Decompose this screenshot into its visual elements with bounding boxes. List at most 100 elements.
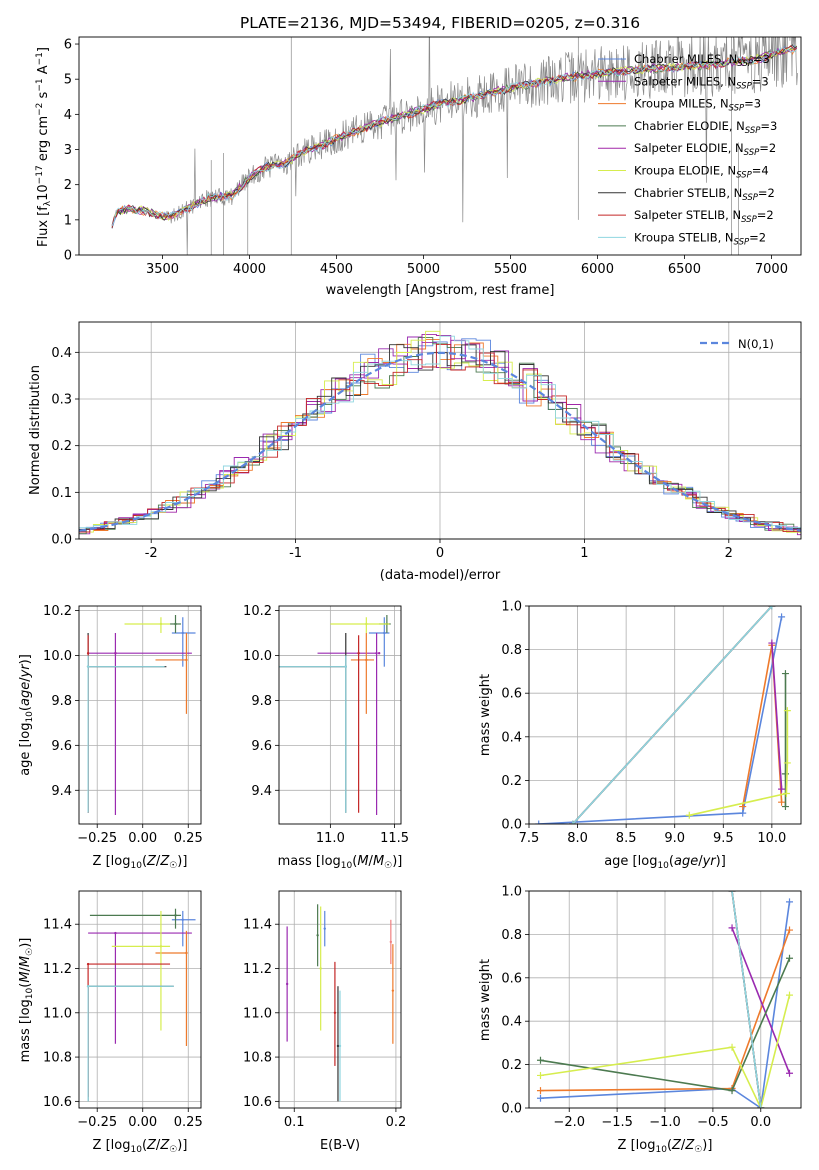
- point-marker: [174, 622, 177, 626]
- axes-frame: 11.0 11.5 9.4 9.6 9.8 10.0 10.2: [243, 604, 409, 846]
- x-tick-label: 5000: [407, 262, 440, 277]
- x-tick-label: −1.5: [601, 1115, 633, 1130]
- y-tick-label: 0.8: [501, 643, 522, 658]
- point-marker: [316, 934, 319, 937]
- x-tick-label: 1: [580, 546, 588, 561]
- legend-entry: Salpeter ELODIE, NSSP=2: [634, 141, 776, 158]
- x-tick-label: 0.1: [284, 1115, 305, 1130]
- gaussian-curve: [79, 351, 801, 532]
- legend-entry: Salpeter MILES, NSSP=3: [634, 74, 769, 91]
- spectrum-ylabel: Flux [fλ10−17 erg cm−2 s−1 A−1]: [35, 47, 53, 247]
- residual-ylabel: Normed distribution: [28, 365, 43, 495]
- y-tick-label: 0.0: [51, 533, 72, 548]
- point-marker: [357, 651, 360, 655]
- y-tick-label: 0.1: [51, 486, 72, 501]
- y-tick-label: 10.0: [243, 649, 272, 664]
- errorbar-point: [316, 904, 319, 967]
- axes-frame: 7.5 8.0 8.5 9.0 9.5 10.0 0.0 0.2 0.4 0.6 0.8 1.0: [501, 600, 802, 846]
- panel-0: 3500 4000 4500 5000 5500 6000 6500 7000 0 1 2 3 4 5 6 C…: [64, 36, 802, 277]
- weight-marker: [768, 606, 776, 610]
- weight-marker: [535, 820, 543, 824]
- point-marker: [377, 651, 381, 655]
- y-tick-label: 1.0: [501, 600, 522, 615]
- point-marker: [319, 967, 322, 970]
- x-tick-label: 0.25: [174, 1115, 203, 1130]
- axes-border: [278, 605, 402, 825]
- axes-frame: 0.1 0.2 10.6 10.8 11.0 11.2 11.4: [243, 890, 406, 1130]
- legend-entry: Kroupa ELODIE, NSSP=4: [634, 164, 769, 181]
- y-tick-label: 0.2: [501, 774, 522, 789]
- plot-area: [536, 891, 794, 1108]
- y-tick-label: 10.0: [43, 649, 72, 664]
- weight-marker: [569, 820, 577, 824]
- y-tick-label: 0.2: [501, 1058, 522, 1073]
- point-marker: [114, 651, 117, 655]
- y-tick-label: 11.2: [243, 962, 272, 977]
- y-tick-label: 4: [64, 108, 72, 123]
- z-xlabel-top: Z [log10(Z/Z☉)]: [93, 854, 188, 871]
- x-tick-label: 0.0: [750, 1115, 771, 1130]
- model-spectrum-5: [111, 45, 798, 228]
- weight-marker: [757, 1104, 765, 1108]
- y-tick-label: 11.0: [43, 1006, 72, 1021]
- point-marker: [285, 982, 289, 986]
- axes-border: [78, 36, 802, 256]
- axes-frame: 3500 4000 4500 5000 5500 6000 6500 7000 0 1 2 3 4 5 6 C…: [64, 36, 802, 277]
- y-tick-label: 11.0: [243, 1006, 272, 1021]
- weight-marker: [739, 803, 747, 811]
- x-tick-label: 11.5: [380, 831, 409, 846]
- weight-marker: [728, 1087, 736, 1095]
- weight-series-0: [540, 901, 791, 1108]
- errorbar-point: [279, 655, 347, 813]
- errorbar-point: [350, 632, 375, 714]
- spectrum-legend: Chabrier MILES, NSSP=3 Salpeter MILES, NS…: [598, 52, 777, 247]
- weight-marker: [786, 898, 794, 906]
- y-tick-label: 9.4: [51, 784, 72, 799]
- point-marker: [333, 1011, 337, 1014]
- errorbar-point: [338, 990, 342, 1102]
- x-tick-label: −0.25: [77, 831, 117, 846]
- weight-marker: [778, 798, 786, 806]
- axes-border: [78, 890, 202, 1109]
- axes-border: [528, 890, 802, 1109]
- weight-series-7: [731, 891, 762, 1108]
- plot-area: [79, 330, 801, 536]
- x-tick-label: -2: [145, 546, 158, 561]
- errorbar-point: [333, 961, 337, 1066]
- axes-frame: −2.0 −1.5 −1.0 −0.5 0.0 0.0 0.2 0.4 0.6 0.8 1.0: [501, 885, 802, 1130]
- point-marker: [86, 962, 90, 966]
- plot-area: [86, 908, 196, 1102]
- y-tick-label: 10.6: [43, 1095, 72, 1110]
- errorbar-point: [377, 651, 381, 655]
- weight-series-7: [572, 606, 773, 824]
- weight-marker: [786, 991, 794, 999]
- weight-series-2: [731, 927, 791, 1074]
- point-marker: [389, 940, 393, 944]
- age-ylabel: age [log10(age/yr)]: [18, 654, 35, 776]
- x-tick-label: 10.0: [757, 831, 786, 846]
- panel-3: 11.0 11.5 9.4 9.6 9.8 10.0 10.2: [243, 604, 409, 846]
- plot-area: [285, 904, 395, 1102]
- age-xlabel: age [log10(age/yr)]: [604, 854, 726, 871]
- errorbar-point: [285, 926, 289, 1042]
- x-tick-label: 5500: [494, 262, 527, 277]
- point-marker: [375, 651, 378, 655]
- plot-area: [111, 37, 798, 255]
- weight-marker: [536, 1056, 544, 1064]
- panel-4: 7.5 8.0 8.5 9.0 9.5 10.0 0.0 0.2 0.4 0.6 0.8 1.0: [501, 600, 802, 846]
- residual-legend: N(0,1): [700, 337, 774, 351]
- y-tick-label: 0.4: [501, 730, 522, 745]
- weight-marker: [728, 1043, 736, 1051]
- y-tick-label: 1.0: [501, 885, 522, 900]
- y-tick-label: 10.8: [43, 1051, 72, 1066]
- x-tick-label: −1.0: [649, 1115, 681, 1130]
- panel-2: −0.25 0.00 0.25 9.4 9.6 9.8 10.0 10.2: [43, 604, 203, 846]
- weight-marker: [783, 707, 791, 715]
- errorbar-point: [111, 910, 171, 1031]
- point-marker: [86, 665, 90, 668]
- panel-1: -2 -1 0 1 2 0.0 0.1 0.2 0.3 0.4 N(0,1): [51, 321, 802, 561]
- panel-5: −0.25 0.00 0.25 10.6 10.8 11.0 11.2 11.4: [43, 890, 203, 1130]
- errorbar-point: [155, 632, 188, 714]
- point-marker: [344, 665, 347, 668]
- errorbar-point: [336, 986, 340, 1102]
